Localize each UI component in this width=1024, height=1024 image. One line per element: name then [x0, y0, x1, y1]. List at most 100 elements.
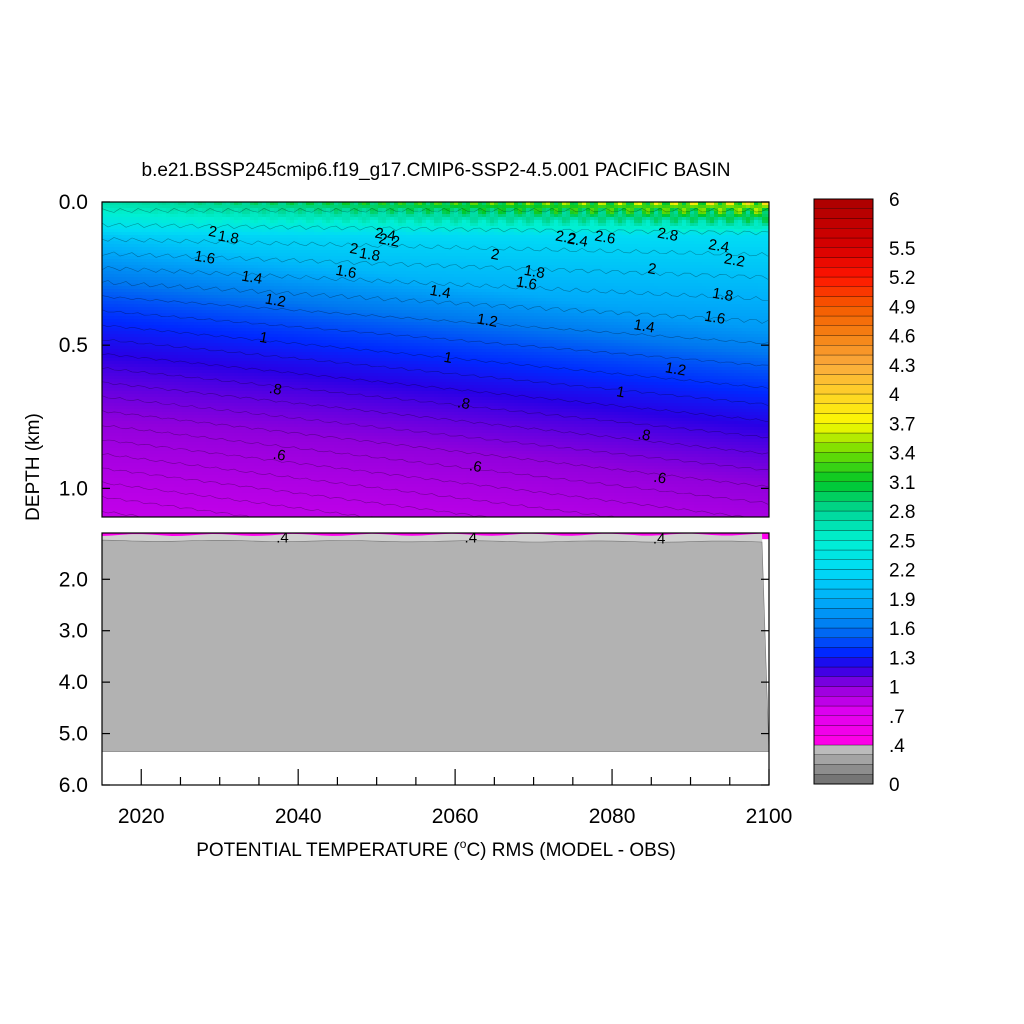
- colorbar-segment: [813, 198, 874, 209]
- colorbar-segment: [813, 306, 874, 317]
- x-axis-label: POTENTIAL TEMPERATURE (oC) RMS (MODEL - …: [196, 837, 676, 861]
- contour-label: 2.4: [707, 236, 730, 256]
- colorbar-label: 5.5: [889, 239, 915, 260]
- contour-label: .8: [456, 394, 471, 413]
- x-ticks: 2020 2040 2060 2080 2100: [118, 769, 792, 828]
- x-tick-label: 2040: [275, 805, 322, 828]
- y-tick-label: 2.0: [59, 568, 88, 591]
- contour-label: 1.8: [358, 245, 381, 265]
- x-tick-label: 2080: [589, 805, 636, 828]
- contour-label: .6: [652, 469, 667, 488]
- lower-y-ticks: 2.0 3.0 4.0 5.0 6.0: [59, 568, 769, 797]
- colorbar-label: 0: [889, 775, 900, 796]
- colorbar-label: .7: [889, 707, 905, 728]
- colorbar-segment: [813, 579, 874, 590]
- colorbar-segment: [813, 315, 874, 326]
- y-tick-label: 6.0: [59, 774, 88, 797]
- colorbar-segment: [813, 267, 874, 278]
- colorbar-label: 4.6: [889, 327, 915, 348]
- colorbar-segment: [813, 549, 874, 560]
- contour-label: .6: [272, 446, 287, 465]
- contour-label: 1.2: [264, 290, 287, 310]
- contour-label: 1.8: [217, 227, 240, 247]
- x-axis-label-start: POTENTIAL TEMPERATURE (: [196, 840, 460, 861]
- colorbar-segment: [813, 569, 874, 580]
- contour-label: 2.4: [374, 225, 397, 245]
- contour-label: 2.2: [554, 227, 577, 247]
- colorbar-frame: [813, 198, 874, 785]
- colorbar-segment: [813, 471, 874, 482]
- upper-y-ticks: 0.0 0.5 1.0: [59, 191, 769, 500]
- colorbar-segment: [813, 432, 874, 443]
- colorbar-label: 2.2: [889, 561, 915, 582]
- colorbar-segment: [813, 598, 874, 609]
- colorbar-segment: [813, 705, 874, 716]
- colorbar-label: 4.3: [889, 356, 915, 377]
- contour-label: 1.2: [664, 359, 687, 379]
- colorbar-segment: [813, 588, 874, 599]
- colorbar-segment: [813, 754, 874, 765]
- colorbar-segment: [813, 696, 874, 707]
- y-tick-label: 5.0: [59, 723, 88, 746]
- colorbar-segment: [813, 228, 874, 239]
- colorbar-segment: [813, 627, 874, 638]
- colorbar-segment: [813, 325, 874, 336]
- colorbar-segment: [813, 764, 874, 775]
- colorbar-segment: [813, 423, 874, 434]
- colorbar-segment: [813, 676, 874, 687]
- lower-panel-frame: [101, 532, 770, 786]
- colorbar-label: 4: [889, 385, 900, 406]
- contour-label: .6: [468, 457, 483, 476]
- contour-label: .4: [276, 530, 289, 547]
- contour-label: 1.6: [703, 308, 726, 328]
- colorbar-segment: [813, 286, 874, 297]
- colorbar-segment: [813, 247, 874, 258]
- contour-label: 2.4: [566, 230, 589, 250]
- contour-label: 1.6: [334, 262, 357, 282]
- colorbar-segment: [813, 725, 874, 736]
- colorbar-segment: [813, 637, 874, 648]
- colorbar-segment: [813, 345, 874, 356]
- colorbar-segment: [813, 666, 874, 677]
- colorbar-label: 2.8: [889, 502, 915, 523]
- colorbar-label: 1.3: [889, 648, 915, 669]
- contour-label: 2: [207, 223, 218, 241]
- colorbar-segment: [813, 276, 874, 287]
- x-tick-label: 2060: [432, 805, 479, 828]
- colorbar-segment: [813, 686, 874, 697]
- colorbar-segment: [813, 559, 874, 570]
- colorbar-segment: [813, 374, 874, 385]
- colorbar-label: 5.2: [889, 268, 915, 289]
- contour-label: .8: [268, 380, 283, 399]
- colorbar-segment: [813, 618, 874, 629]
- colorbar-segment: [813, 393, 874, 404]
- colorbar-segment: [813, 442, 874, 453]
- contour-label: .4: [653, 531, 666, 548]
- contour-label: 2: [348, 240, 359, 258]
- x-axis-label-end: C) RMS (MODEL - OBS): [466, 840, 675, 861]
- upper-color-field: [102, 202, 769, 517]
- colorbar-segment: [813, 744, 874, 755]
- colorbar-segment: [813, 403, 874, 414]
- contour-label: 1.4: [428, 282, 451, 302]
- upper-contour-lines: [102, 207, 769, 517]
- colorbar-segment: [813, 647, 874, 658]
- contour-label: 1.2: [476, 311, 499, 331]
- contour-label: 1.8: [523, 262, 546, 282]
- upper-contour-labels: 21.81.61.41.21.8.621.81.62.42.21.41.21.8…: [193, 223, 746, 488]
- contour-label: 2.2: [377, 230, 400, 250]
- colorbar-segment: [813, 335, 874, 346]
- colorbar-label: 2.5: [889, 531, 915, 552]
- y-tick-label: 4.0: [59, 671, 88, 694]
- colorbar-label: 4.9: [889, 297, 915, 318]
- contour-label: 1.6: [193, 248, 216, 268]
- contour-label: .4: [465, 530, 478, 547]
- colorbar-segment: [813, 735, 874, 746]
- contour-label: .8: [637, 426, 652, 445]
- colorbar-label: 3.7: [889, 414, 915, 435]
- x-tick-label: 2100: [746, 805, 793, 828]
- contour-label: 1.8: [711, 285, 734, 305]
- x-axis-label-degree: o: [460, 837, 467, 851]
- y-tick-label: 3.0: [59, 620, 88, 643]
